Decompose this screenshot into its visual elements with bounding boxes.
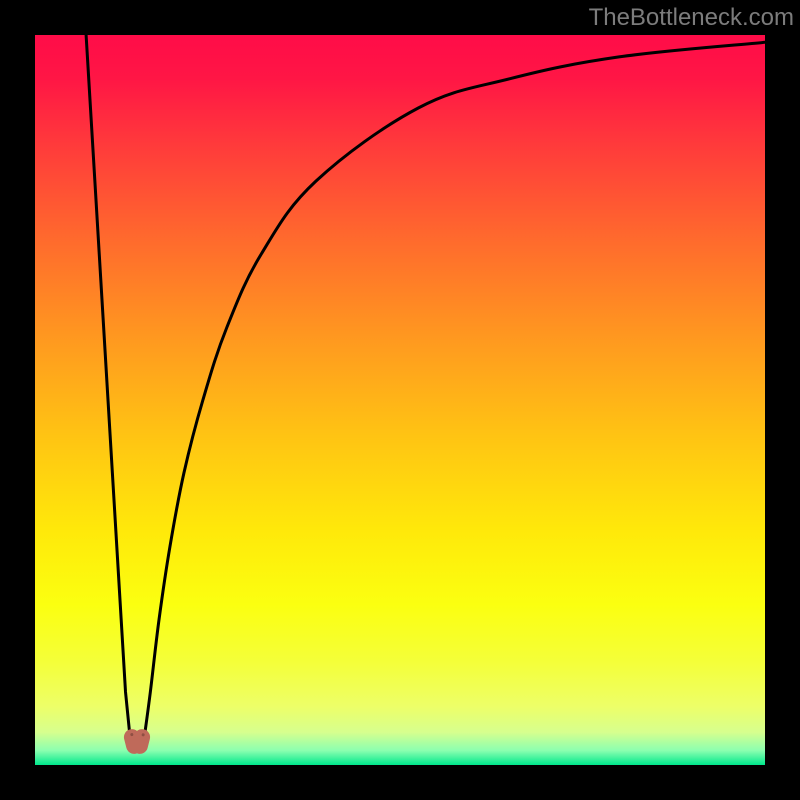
- watermark-text: TheBottleneck.com: [589, 4, 794, 32]
- plot-area: [35, 35, 765, 765]
- curve-left-branch: [86, 35, 130, 736]
- curve-right-branch: [145, 42, 766, 736]
- bottleneck-curve: [35, 35, 765, 765]
- chart-stage: TheBottleneck.com: [0, 0, 800, 800]
